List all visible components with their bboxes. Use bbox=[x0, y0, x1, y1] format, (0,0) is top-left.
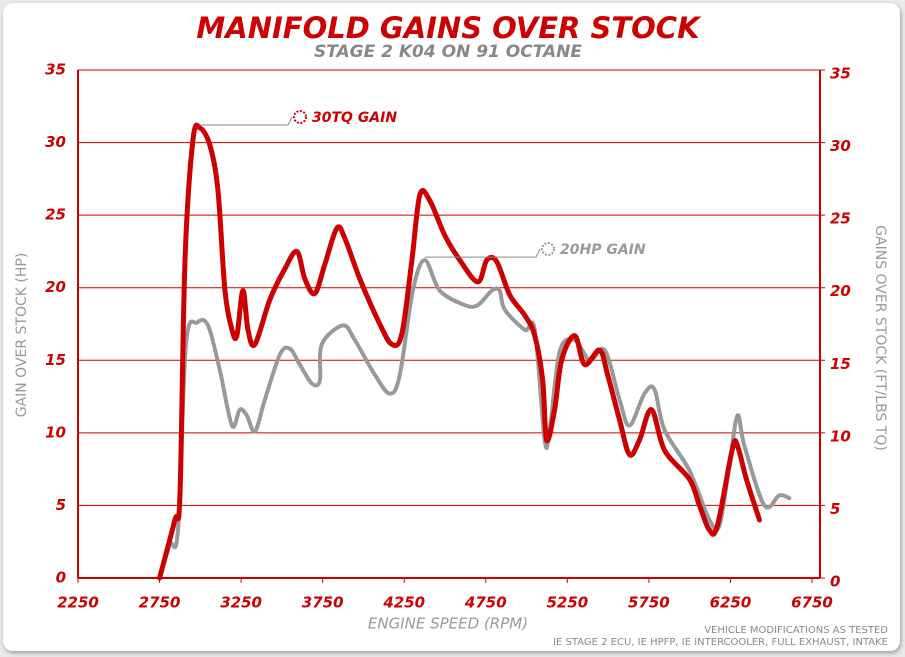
y-tick-label: 30 bbox=[45, 133, 66, 151]
note: VEHICLE MODIFICATIONS AS TESTED bbox=[704, 625, 888, 636]
y2-tick-label: 20 bbox=[830, 282, 851, 300]
y2-tick-label: 5 bbox=[830, 500, 840, 518]
y2-tick-label: 15 bbox=[830, 355, 851, 373]
annotation-leader bbox=[424, 248, 541, 258]
series-line bbox=[157, 122, 762, 581]
y2-tick-label: 10 bbox=[830, 427, 851, 445]
annotation-icon bbox=[293, 110, 307, 124]
x-tick-label: 4750 bbox=[464, 594, 507, 612]
x-axis-label: ENGINE SPEED (RPM) bbox=[368, 615, 528, 633]
x-tick-label: 5750 bbox=[628, 594, 670, 612]
card bbox=[3, 3, 900, 651]
y2-tick-label: 25 bbox=[830, 210, 851, 228]
y-tick-label: 5 bbox=[56, 496, 66, 514]
chart-subtitle: STAGE 2 K04 ON 91 OCTANE bbox=[314, 42, 582, 62]
y-tick-label: 0 bbox=[56, 569, 66, 587]
x-tick-label: 6750 bbox=[791, 594, 833, 612]
y2-tick-label: 0 bbox=[830, 573, 840, 591]
annotation-icon bbox=[541, 242, 555, 256]
x-tick-label: 6250 bbox=[710, 594, 752, 612]
x-tick-label: 3750 bbox=[302, 594, 344, 612]
annotation-leader bbox=[200, 116, 293, 126]
y-tick-label: 25 bbox=[45, 206, 66, 224]
y2-axis-label: GAINS OVER STOCK (FT/LBS TQ) bbox=[872, 225, 888, 451]
x-tick-label: 4250 bbox=[382, 594, 425, 612]
note: IE STAGE 2 ECU, IE HPFP, IE INTERCOOLER,… bbox=[553, 637, 888, 648]
x-tick-label: 5250 bbox=[546, 594, 588, 612]
chart-title: MANIFOLD GAINS OVER STOCK bbox=[196, 11, 702, 45]
x-tick-label: 3250 bbox=[220, 594, 262, 612]
x-tick-label: 2750 bbox=[139, 594, 181, 612]
y-tick-label: 20 bbox=[45, 278, 66, 296]
series-line bbox=[157, 258, 792, 580]
y-tick-label: 15 bbox=[45, 351, 66, 369]
y-axis-label: GAIN OVER STOCK (HP) bbox=[14, 253, 30, 418]
y2-tick-label: 30 bbox=[830, 137, 851, 155]
y2-tick-label: 35 bbox=[830, 65, 851, 83]
x-tick-label: 2250 bbox=[57, 594, 99, 612]
annotation: 30TQ GAIN bbox=[312, 110, 397, 126]
annotation: 20HP GAIN bbox=[560, 242, 646, 258]
y-tick-label: 35 bbox=[45, 61, 66, 79]
y-tick-label: 10 bbox=[45, 423, 66, 441]
